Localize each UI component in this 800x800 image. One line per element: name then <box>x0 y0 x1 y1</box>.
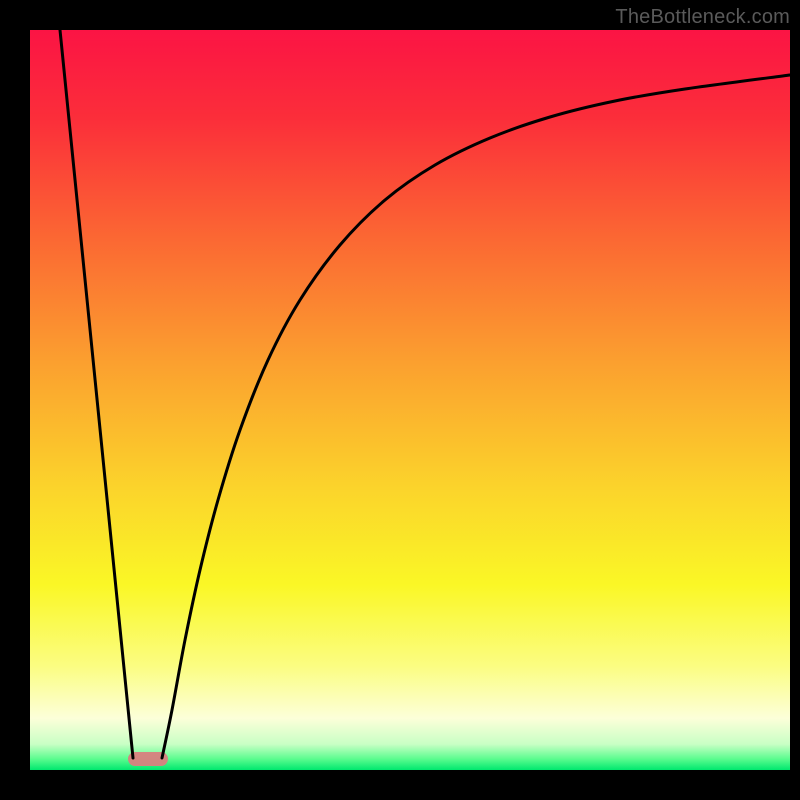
bottleneck-chart: TheBottleneck.com <box>0 0 800 800</box>
chart-gradient-bg <box>30 30 790 770</box>
chart-svg <box>0 0 800 800</box>
